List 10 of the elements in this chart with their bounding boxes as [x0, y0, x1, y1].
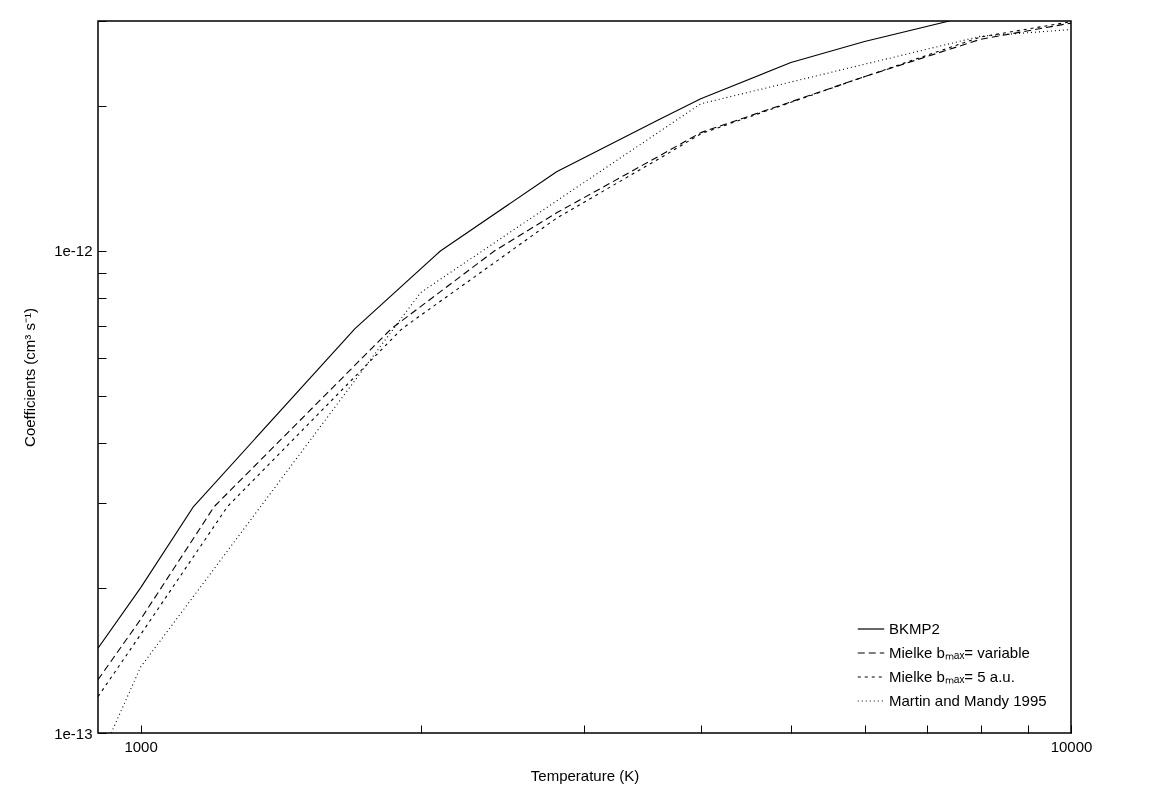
- y-axis-title: Coefficients (cm³ s⁻¹): [21, 308, 39, 447]
- x-tick-label: 10000: [1050, 737, 1093, 755]
- x-tick-label: 1000: [124, 737, 158, 755]
- legend-label: Mielke bₘₐₓ= variable: [889, 644, 1030, 661]
- legend-label: BKMP2: [889, 620, 940, 637]
- x-axis-title: Temperature (K): [530, 766, 640, 784]
- y-tick-label: 1e-12: [54, 242, 93, 260]
- y-tick-label: 1e-13: [54, 724, 93, 742]
- legend-label: Martin and Mandy 1995: [889, 692, 1047, 709]
- legend-label: Mielke bₘₐₓ= 5 a.u.: [889, 668, 1015, 685]
